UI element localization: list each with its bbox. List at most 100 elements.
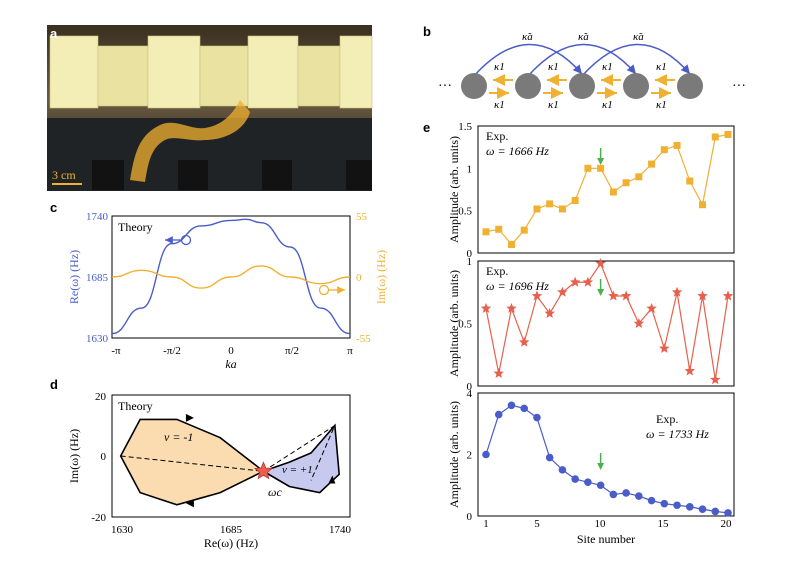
e3-omega: ω = 1733 Hz — [646, 427, 709, 441]
kappa1-label-bot-3: κ1 — [602, 99, 613, 111]
d-arrow-top — [185, 413, 194, 422]
c-series-right — [112, 265, 350, 289]
e2-point-18 — [697, 290, 708, 301]
panel-d-label: d — [50, 377, 58, 392]
e1-point-5 — [533, 205, 541, 213]
e2-point-6 — [544, 308, 555, 318]
panel-a-label: a — [50, 26, 58, 41]
lattice-site-3 — [569, 73, 595, 99]
e3-point-14 — [647, 496, 656, 505]
d-ytick-top: 20 — [95, 391, 107, 403]
panel-c-label: c — [50, 200, 57, 215]
e-xtick-4: 20 — [721, 518, 733, 530]
e3-exp: Exp. — [656, 412, 678, 426]
e1-point-4 — [520, 226, 528, 234]
panel-e-subplot-2: 1 0.5 0 Amplitude (arb. units) Exp.ω = 1696 … — [447, 256, 735, 393]
e1-ylabel: Amplitude (arb. units) — [447, 136, 461, 243]
kappa1-label-bot-4: κ1 — [656, 99, 667, 111]
e2-point-4 — [518, 336, 530, 347]
dots-left: ··· — [438, 79, 452, 94]
e3-point-3 — [507, 401, 516, 410]
e2-point-16 — [671, 286, 683, 297]
e2-point-12 — [620, 290, 632, 301]
d-nu-right: ν = +1 — [282, 464, 313, 476]
lattice-sites — [461, 73, 703, 99]
e2-point-7 — [557, 286, 568, 297]
scale-text: 3 cm — [52, 168, 76, 182]
c-ytick-left-bot: 1630 — [86, 333, 109, 345]
d-xlabel: Re(ω) (Hz) — [204, 536, 258, 550]
d-ytick-bot: -20 — [91, 512, 106, 524]
d-loop2 — [261, 423, 341, 494]
c-ytick-right-mid: 0 — [356, 272, 362, 284]
c-xtick-4: π — [347, 345, 353, 357]
d-dashed-2 — [263, 424, 336, 481]
e3-point-18 — [698, 505, 707, 514]
e2-point-1 — [480, 303, 492, 313]
e3-ytick-1: 2 — [467, 450, 473, 462]
kappa-a-1: κ̃a — [522, 31, 533, 43]
panel-c: c Theory 1740 1685 1630 55 0 -55 -π -π/2… — [50, 200, 388, 371]
e1-line — [485, 133, 729, 246]
e-axes-3 — [477, 392, 735, 517]
d-arrow-right — [328, 475, 336, 484]
e1-point-7 — [558, 205, 566, 213]
e3-point-19 — [711, 507, 720, 516]
e-xtick-3: 15 — [658, 518, 670, 530]
e2-point-8 — [569, 276, 581, 287]
d-star-omega-c — [253, 461, 274, 480]
panel-e-subplot-1: 1.5 1 0.5 0 Amplitude (arb. units) Exp.ω = 16… — [447, 121, 735, 260]
e2-ylabel: Amplitude (arb. units) — [447, 270, 461, 377]
panel-d-axes — [111, 394, 351, 518]
d-ytick-mid: 0 — [101, 451, 107, 463]
c-ylabel-right: Im(ω) (Hz) — [374, 250, 388, 304]
e2-point-3 — [506, 303, 517, 313]
e2-point-5 — [531, 290, 543, 301]
e1-green-arrowhead — [597, 158, 605, 165]
e2-point-13 — [633, 318, 645, 328]
e1-point-17 — [686, 177, 694, 185]
d-xtick-1: 1685 — [220, 524, 243, 536]
e1-point-6 — [546, 200, 554, 208]
e2-line — [485, 262, 729, 380]
e1-point-12 — [622, 179, 630, 187]
c-xtick-2: 0 — [228, 345, 234, 357]
lattice-site-2 — [515, 73, 541, 99]
e1-point-14 — [648, 160, 656, 168]
e2-point-11 — [608, 290, 619, 301]
e3-point-8 — [571, 475, 579, 483]
lattice-site-4 — [623, 73, 649, 99]
lattice-site-1 — [461, 73, 487, 99]
kappa-a-2: κ̃a — [578, 31, 589, 43]
c-ytick-right-top: 55 — [356, 211, 368, 223]
dots-right: ··· — [732, 79, 746, 94]
d-ylabel: Im(ω) (Hz) — [67, 429, 81, 483]
d-nu-left: ν = -1 — [164, 430, 193, 444]
panel-b: b ··· ··· κ̃a κ̃a κ̃a κ1 κ1 κ1 κ1 κ1 κ1 κ1 κ1 — [423, 24, 746, 111]
e1-point-11 — [609, 188, 617, 196]
kappa1-label-top-4: κ1 — [656, 61, 667, 73]
e1-point-1 — [482, 228, 490, 236]
e1-omega: ω = 1666 Hz — [486, 144, 549, 158]
kappa1-label-bot-2: κ1 — [548, 99, 559, 111]
e2-point-20 — [722, 290, 734, 301]
e1-point-19 — [711, 133, 719, 141]
e2-point-9 — [582, 276, 594, 287]
panel-e-label: e — [423, 120, 430, 135]
e1-ytick-1: 1 — [467, 163, 473, 175]
e2-point-15 — [659, 343, 670, 353]
e1-point-3 — [507, 241, 515, 249]
d-xtick-2: 1740 — [329, 524, 352, 536]
photo-blocks — [49, 35, 373, 109]
e3-point-20 — [724, 509, 732, 517]
e3-point-15 — [660, 499, 669, 508]
panel-e-subplot-3: 4 2 0 Amplitude (arb. units) Exp.ω = 1733 Hz — [447, 388, 735, 523]
e1-ytick-2: 0.5 — [458, 206, 472, 218]
e3-point-7 — [558, 466, 567, 474]
e3-point-1 — [482, 450, 490, 459]
e3-point-5 — [533, 413, 541, 422]
e3-point-11 — [609, 490, 618, 499]
e1-point-18 — [699, 201, 707, 209]
